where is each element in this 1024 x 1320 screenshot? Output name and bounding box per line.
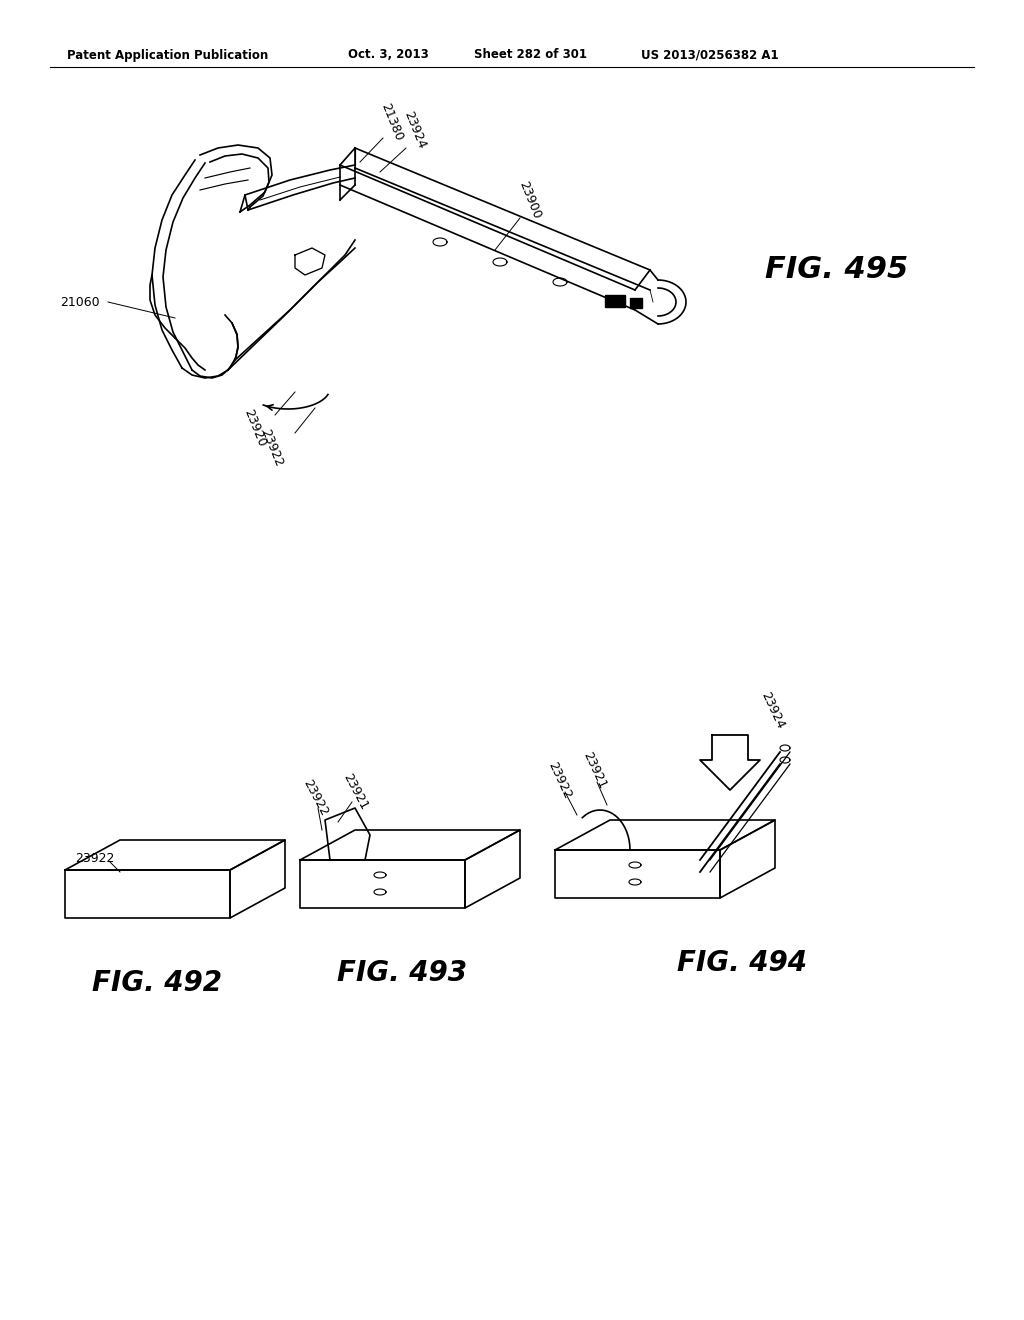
Text: 23920: 23920 [241,408,268,449]
Text: US 2013/0256382 A1: US 2013/0256382 A1 [641,49,779,62]
Text: FIG. 493: FIG. 493 [337,960,467,987]
Polygon shape [630,298,642,308]
Text: FIG. 494: FIG. 494 [677,949,807,977]
Text: 23924: 23924 [758,689,786,730]
Text: Oct. 3, 2013: Oct. 3, 2013 [347,49,428,62]
Text: 21380: 21380 [379,102,406,143]
Text: 23924: 23924 [401,110,428,150]
Text: 23900: 23900 [516,180,544,220]
Text: Patent Application Publication: Patent Application Publication [68,49,268,62]
Text: 21060: 21060 [60,296,100,309]
Text: Sheet 282 of 301: Sheet 282 of 301 [473,49,587,62]
Polygon shape [605,294,625,308]
Text: 23922: 23922 [546,759,574,801]
Text: FIG. 495: FIG. 495 [765,256,908,285]
Text: 23922: 23922 [76,851,115,865]
Text: 23921: 23921 [581,750,609,791]
Text: 23922: 23922 [300,777,330,818]
Text: 23921: 23921 [340,772,370,812]
Text: 23922: 23922 [258,428,285,469]
Text: FIG. 492: FIG. 492 [92,969,222,997]
